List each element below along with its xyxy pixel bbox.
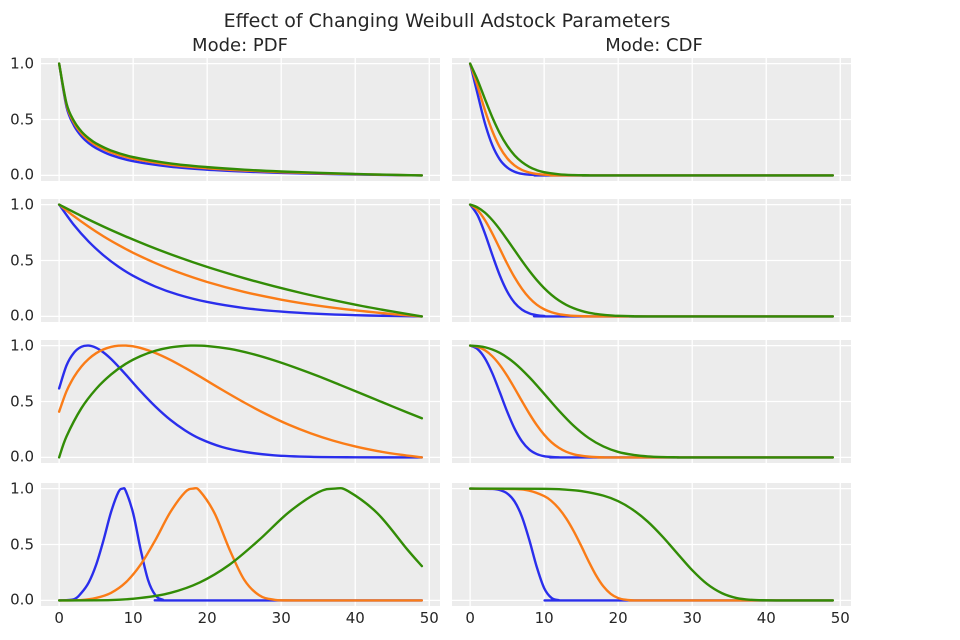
y-tick-label: 0.5 [10,110,34,128]
y-tick-label: 0.0 [10,165,34,184]
curve-green [57,203,424,318]
curve-blue [57,203,424,318]
x-tick-label: 10 [123,609,143,627]
plot-row2-cdf [452,199,851,322]
y-tick-label: 1.0 [10,195,34,214]
curve-green [468,62,835,177]
y-tick-label: 0.5 [10,392,34,410]
gridlines [452,483,851,606]
x-tick-label: 10 [534,609,554,627]
x-tick-label: 30 [682,609,702,627]
curve-orange [468,203,835,318]
x-tick-label: 0 [465,609,475,627]
x-tick-label: 30 [271,609,291,627]
curve-orange [468,62,835,177]
x-tick-label: 40 [345,609,365,627]
curve-green [468,344,835,459]
plot-row3-cdf [452,340,851,463]
x-tick-label: 20 [197,609,217,627]
curve-blue [468,203,835,318]
x-tick-label: 20 [608,609,628,627]
y-tick-label: 0.0 [10,590,34,609]
y-tick-label: 0.0 [10,306,34,325]
plot-row3-pdf [41,340,440,463]
y-tick-label: 1.0 [10,479,34,498]
column-title-cdf: Mode: CDF [605,35,703,56]
curve-blue [57,486,424,602]
plot-row1-pdf [41,58,440,181]
gridlines [41,58,440,181]
plot-row4-cdf [452,483,851,606]
curve-orange [57,203,424,318]
column-title-pdf: Mode: PDF [192,35,288,56]
gridlines [452,199,851,322]
curve-green [57,344,424,459]
plot-row4-pdf [41,483,440,606]
curve-green [57,486,424,602]
plot-row2-pdf [41,199,440,322]
y-tick-label: 0.5 [10,535,34,553]
x-tick-label: 50 [419,609,439,627]
curve-green [468,487,835,602]
y-tick-label: 1.0 [10,54,34,73]
curve-orange [57,486,424,602]
y-tick-label: 0.0 [10,447,34,466]
y-tick-label: 0.5 [10,251,34,269]
figure-title: Effect of Changing Weibull Adstock Param… [223,10,671,32]
curve-orange [57,344,424,459]
gridlines [452,340,851,463]
x-tick-label: 50 [830,609,850,627]
x-tick-label: 0 [54,609,64,627]
plot-row1-cdf [452,58,851,181]
curve-blue [57,344,424,459]
curve-blue [468,344,835,459]
x-tick-label: 40 [756,609,776,627]
curve-green [57,62,424,177]
curve-blue [468,487,835,602]
curve-orange [468,344,835,459]
gridlines [41,483,440,606]
gridlines [41,199,440,322]
curve-green [468,203,835,318]
y-tick-label: 1.0 [10,336,34,355]
curve-orange [468,487,835,602]
